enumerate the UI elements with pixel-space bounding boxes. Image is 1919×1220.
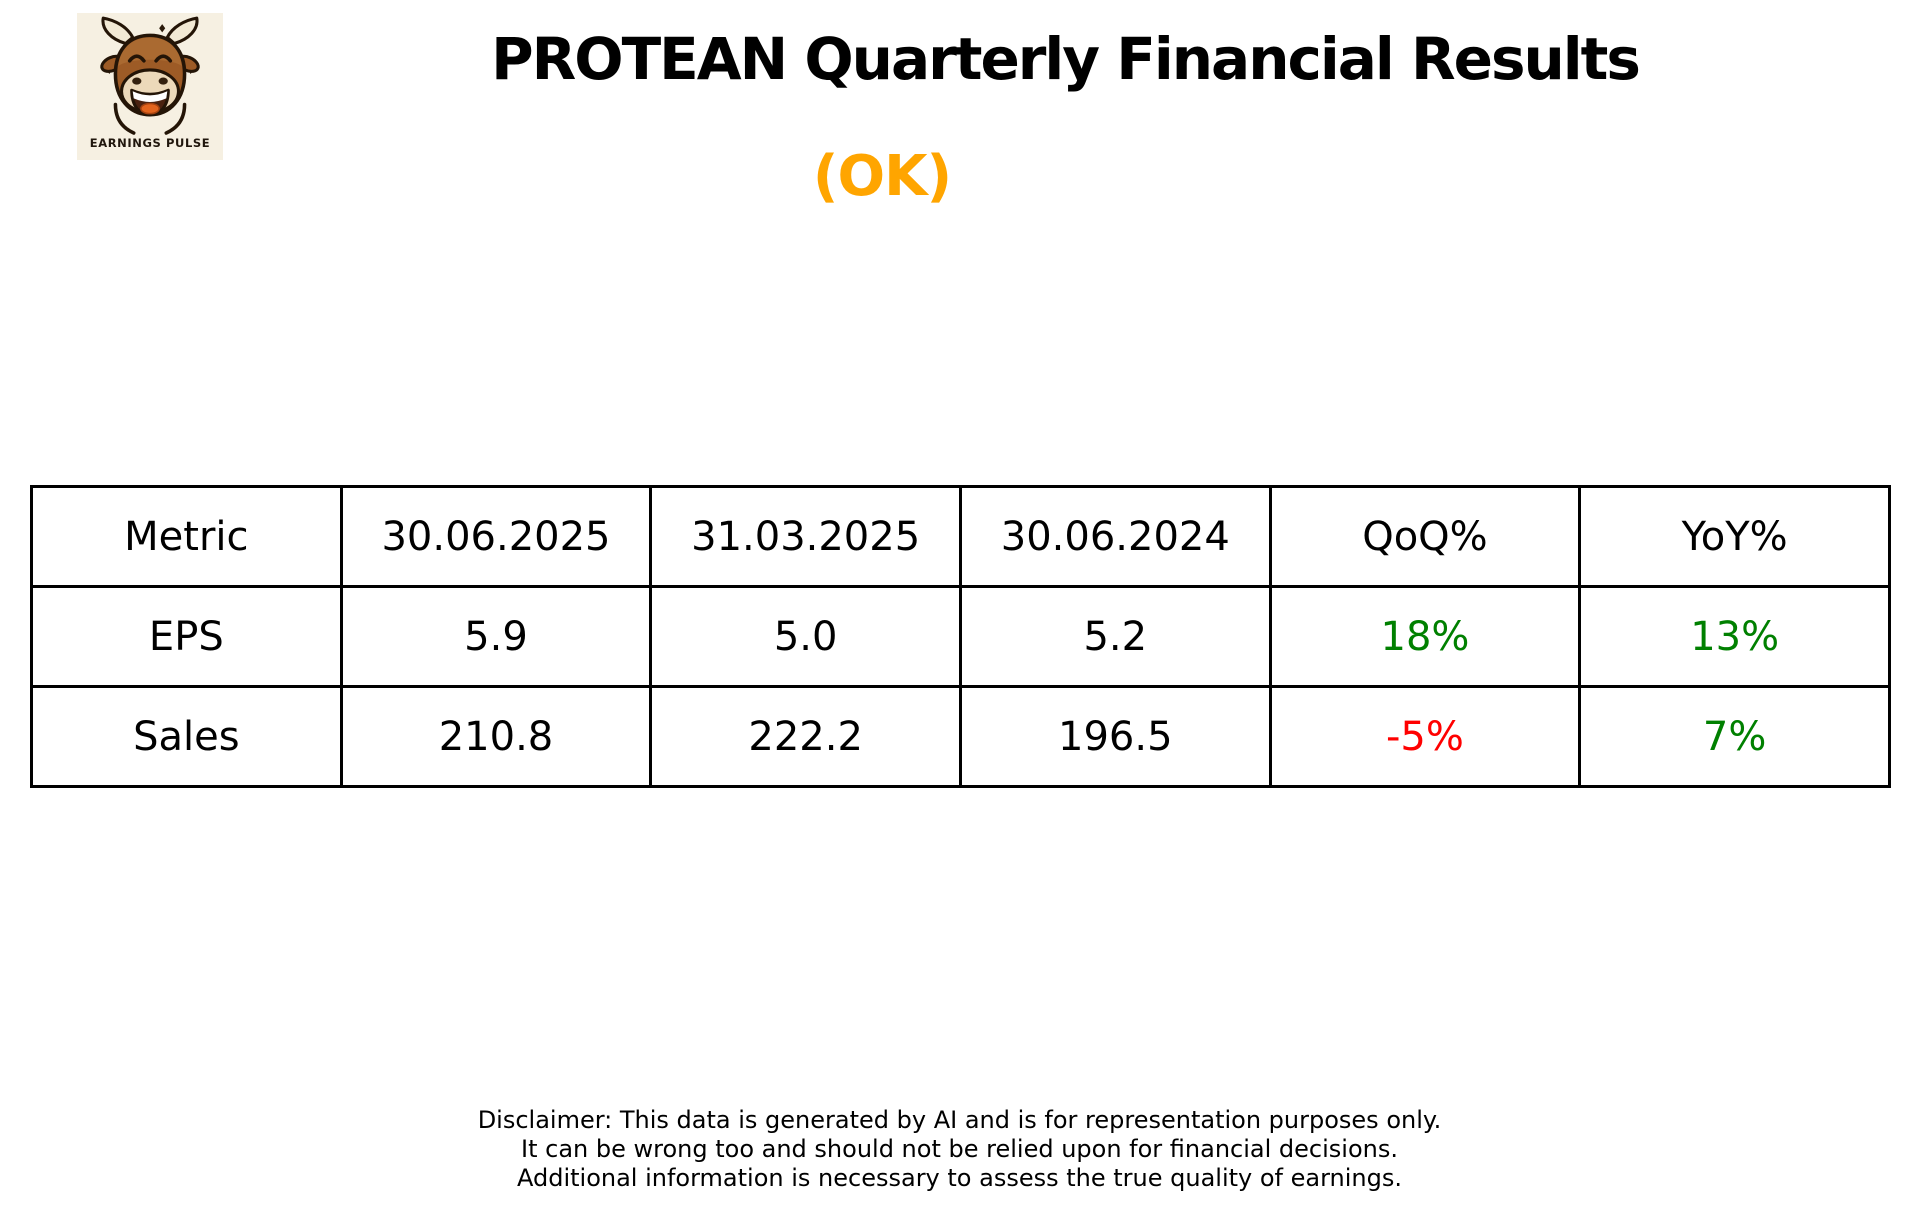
sales-yoy-change: 7%	[1578, 685, 1891, 788]
eps-metric-label: EPS	[30, 585, 343, 688]
bull-icon	[100, 16, 200, 135]
table-row-sales: Sales 210.8 222.2 196.5 -5% 7%	[30, 685, 1891, 788]
col-header-q-previous: 31.03.2025	[649, 485, 962, 588]
disclaimer-line-1: Disclaimer: This data is generated by AI…	[477, 1106, 1442, 1134]
eps-q-previous: 5.0	[649, 585, 962, 688]
table-header-row: Metric 30.06.2025 31.03.2025 30.06.2024 …	[30, 485, 1891, 588]
quarterly-results-table: Metric 30.06.2025 31.03.2025 30.06.2024 …	[30, 485, 1891, 788]
verdict-label: (OK)	[812, 144, 952, 209]
sales-q-current: 210.8	[339, 685, 653, 788]
eps-qoq-change: 18%	[1268, 585, 1582, 688]
sales-q-yearago: 196.5	[958, 685, 1272, 788]
sales-metric-label: Sales	[30, 685, 343, 788]
col-header-qoq: QoQ%	[1268, 485, 1582, 588]
col-header-metric: Metric	[30, 485, 343, 588]
eps-q-current: 5.9	[339, 585, 653, 688]
sales-q-previous: 222.2	[649, 685, 962, 788]
earnings-pulse-logo: EARNINGS PULSE	[77, 13, 223, 160]
col-header-q-yearago: 30.06.2024	[958, 485, 1272, 588]
disclaimer-line-3: Additional information is necessary to a…	[516, 1164, 1402, 1192]
table-row-eps: EPS 5.9 5.0 5.2 18% 13%	[30, 585, 1891, 688]
col-header-yoy: YoY%	[1578, 485, 1891, 588]
sales-qoq-change: -5%	[1268, 685, 1582, 788]
logo-brand-text: EARNINGS PULSE	[89, 136, 211, 150]
disclaimer: Disclaimer: This data is generated by AI…	[0, 1106, 1919, 1193]
disclaimer-line-2: It can be wrong too and should not be re…	[521, 1135, 1398, 1163]
eps-yoy-change: 13%	[1578, 585, 1891, 688]
eps-q-yearago: 5.2	[958, 585, 1272, 688]
col-header-q-current: 30.06.2025	[339, 485, 653, 588]
page-title: PROTEAN Quarterly Financial Results	[491, 25, 1641, 93]
